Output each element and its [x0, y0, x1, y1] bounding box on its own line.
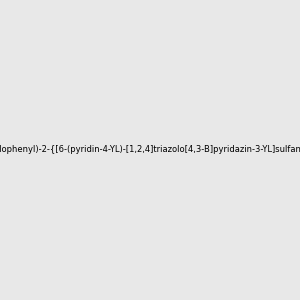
Text: N-(4-Acetamidophenyl)-2-{[6-(pyridin-4-YL)-[1,2,4]triazolo[4,3-B]pyridazin-3-YL]: N-(4-Acetamidophenyl)-2-{[6-(pyridin-4-Y…	[0, 146, 300, 154]
